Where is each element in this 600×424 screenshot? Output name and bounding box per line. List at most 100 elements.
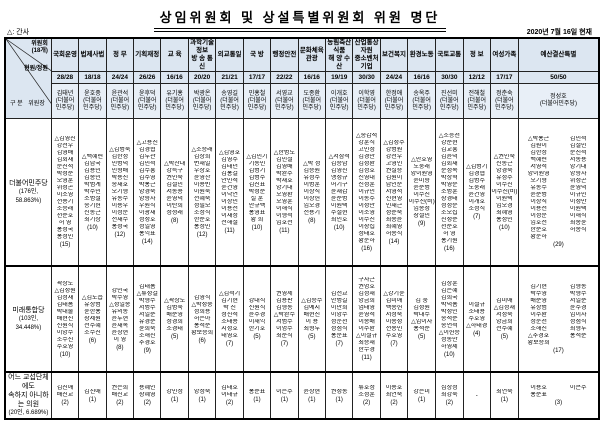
member-cell: 양정숙 (1) (187, 371, 217, 420)
member-name: 김성환 (358, 160, 375, 167)
member-name: 윤영찬 (193, 174, 211, 181)
member-name: 김희국 (441, 294, 458, 301)
member-name: 정희용 (193, 308, 211, 315)
member-name: △박홍근 (528, 136, 550, 142)
member-name: 윤주경 (248, 312, 266, 318)
member-name: 유경준 (138, 319, 156, 325)
member-name: 서동용 (166, 188, 183, 195)
member-name: 김영진 (330, 167, 348, 174)
member-name: 고영인 (385, 160, 403, 167)
member-name: 홍석준 (569, 333, 587, 339)
committee-roster-table: 위원회 (18개) 현원/정원 구 분 위원장 국회운영 법제사법 정 무 기획재정 교 육 과학기… (4, 37, 600, 420)
member-name: 양향자 (569, 171, 587, 177)
committee-chair: 한정애 (더불어 민주당) (379, 83, 409, 119)
member-cell: △박 정 김승원 유정주 이병훈 이상직 이상헌 임오경 전용기 (8) (297, 118, 327, 267)
member-name: 정춘숙 (385, 209, 403, 216)
member-name: 홍문표 (330, 333, 348, 339)
member-name-list: 권영세 김용판 김형동 △박완수 서범수 이명수 최춘식 (272, 291, 297, 340)
member-name: △백혜련 (81, 153, 104, 160)
member-name: 김영식 (193, 294, 211, 301)
member-name-list: △박찬대 강득구 권인숙 김철민 서동용 윤영덕 이탄희 정청래 (162, 161, 187, 217)
member-name: 한준호 (530, 227, 547, 233)
member-name: △권인숙 (493, 153, 515, 160)
member-name: 김경협 (138, 146, 156, 153)
member-name: 박완주 (276, 171, 293, 177)
member-name: 허종식 (569, 227, 587, 233)
member-name-list: △서삼석 김승남 김영진 맹성규 어기구 윤재갑 윤준병 이원택 주철현 최인호 (327, 154, 352, 224)
member-name: 서일준 (138, 312, 156, 318)
member-name: 윤희숙 (138, 326, 156, 332)
member-name: 오영환 (276, 192, 293, 198)
member-name: 배준영 (530, 298, 547, 304)
corner-chair-label: 위원장 (28, 101, 45, 107)
member-cell: △송갑석 강훈식 고민정 김경만 김성환 김정호 신영대 신정훈 이규민 이동주 이성만 이소영 이수진… (352, 118, 381, 267)
member-name-list: 권은희 배진교 (107, 385, 132, 399)
member-name: △한병도 (273, 150, 295, 156)
member-count: (1) (88, 396, 97, 403)
member-name: △이철규 (356, 333, 378, 339)
member-name: △임이자 (411, 319, 433, 325)
member-count: (10) (333, 224, 345, 231)
member-name: 김남국 (84, 160, 101, 167)
member-name-list: 이용호 최연숙 (381, 385, 406, 399)
member-name-list: 김상훈 김은혜 김희국 박덕흠 박성민 송석준 송언석 △이헌승 정동만 하영제 (437, 280, 462, 351)
member-name: △송갑석 (356, 132, 378, 139)
member-name: 최강욱 (441, 392, 458, 398)
member-name: 이개호 (468, 199, 486, 205)
member-name-list: 김진애 (80, 389, 105, 396)
party-label-cell: 미래통합당 (103인, 34.448%) (4, 265, 52, 373)
member-name: 박덕흠 (441, 301, 458, 308)
committee-seats: 19/19 (324, 71, 354, 84)
member-name: 김두관 (138, 153, 156, 160)
member-name: 최춘식 (276, 333, 293, 339)
member-name: 한기호 (248, 326, 266, 332)
member-name: 태영호 (221, 333, 238, 339)
member-name: 서영석 (530, 164, 547, 170)
member-name: 김형동 (276, 305, 293, 311)
member-name: 김민철 (276, 157, 293, 163)
member-name-list: △김민기 기동민 김병기 김병주 김진표 박성준 설 훈 안규백 홍영표 황 희 (244, 154, 269, 224)
member-name-list: 김기현 김형동 박수영 박형수 배준영 서일준 유상범 윤주경 이주환 임이자 정운천 정점식 조해진 최… (519, 284, 598, 347)
member-name: 이소영 (56, 192, 74, 198)
member-name: 송기헌 (84, 202, 101, 209)
member-name-list: △송갑석 강훈식 고민정 김경만 김성환 김정호 신영대 신정훈 이규민 이동주 이성만 이소영 이수진… (354, 132, 379, 245)
committee-chair: 송영길 (더불어 민주당) (215, 83, 244, 119)
member-name: 조정식 (193, 209, 211, 216)
member-name: 김상훈 (441, 280, 458, 287)
member-name: 양이원영 (527, 171, 550, 177)
member-name: 김경만 (358, 153, 375, 160)
member-name: 김영배 (276, 164, 293, 170)
member-name: 강득구 (166, 167, 183, 174)
member-cell: △안호영 노웅래 양이원영 윤미향 윤준병 이수진 이수진(비) 임종성 장철민 (9) (407, 118, 437, 267)
member-name: 이 용 (305, 319, 319, 325)
member-cell: △박홍근 김민석 김원이 김철민 김한정 문진석 백혜련 서동용 서영석 양기대 양이원영 양향자 오기… (517, 118, 600, 267)
member-name: 남인순 (385, 181, 403, 188)
member-name: 배준영 (166, 312, 183, 318)
member-name: 양정숙 (193, 388, 211, 395)
member-cell: 강은미 (1) (407, 371, 437, 420)
member-name: 박주민 (84, 188, 101, 195)
member-cell: △김도읍 유상범 윤한홍 장제원 전주혜 조수진 (6) (78, 265, 107, 373)
member-name: 소병철 (84, 195, 101, 202)
member-name: 신원식 (248, 305, 266, 311)
committee-chair: 진선미 (더불어 민주당) (435, 83, 464, 119)
committee-chair: 윤호중 (더불어 민주당) (78, 83, 107, 119)
member-name: 최연숙 (385, 392, 403, 398)
committee-header: 농림축산식품 해 양 수 산 (324, 37, 354, 72)
member-name: 서범수 (276, 319, 293, 325)
member-name-list: 강민국 박수영 △성일종 유의동 윤두현 윤재옥 윤창현 이 영 (107, 288, 132, 344)
member-cell: 강민정 (1) (160, 371, 189, 420)
member-name: △강기윤 (383, 291, 405, 297)
member-count: (14) (388, 238, 400, 245)
member-name: 조해진 (530, 326, 547, 332)
member-name-list: 최연숙 (491, 389, 517, 396)
member-name: 최종윤 (569, 220, 587, 226)
member-name: 이상헌 (303, 195, 321, 202)
member-name: 위성곤 (569, 178, 587, 184)
member-cell: △박찬대 강득구 권인숙 김철민 서동용 윤영덕 이탄희 정청래 (8) (160, 118, 189, 267)
committee-seats: 20/20 (187, 71, 217, 84)
member-name: 윤재갑 (330, 188, 348, 195)
member-name: 이원욱 (193, 188, 211, 195)
member-name: 장혜영 (138, 392, 156, 398)
member-name: 박영순 (441, 181, 458, 188)
